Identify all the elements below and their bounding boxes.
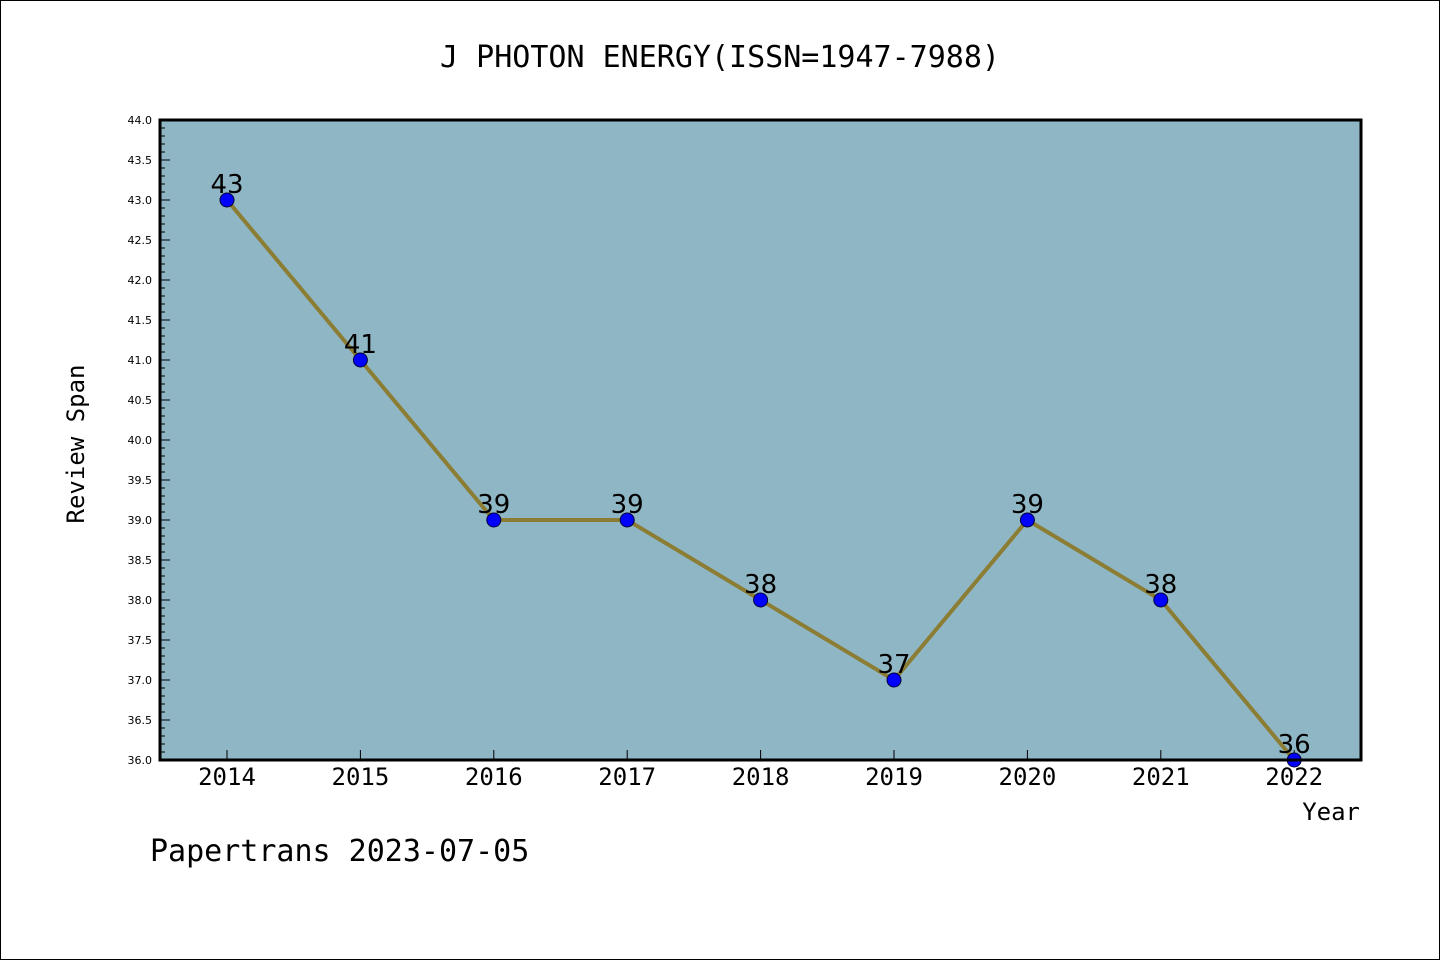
data-point	[619, 512, 635, 528]
y-tick-label: 42.5	[128, 234, 153, 247]
footer-text: Papertrans 2023-07-05	[150, 834, 530, 869]
data-label: 38	[744, 570, 777, 600]
y-tick-label: 43.0	[128, 194, 153, 207]
x-axis: 2014 2015 2016 2017 2018 2019 2020 2021 2022	[198, 750, 1323, 791]
x-tick-label: 2014	[198, 763, 256, 791]
y-tick-label: 36.0	[128, 754, 153, 767]
data-labels: 43 41 39 39 38 37 39 38 36	[210, 170, 1310, 760]
y-tick-label: 40.5	[128, 394, 153, 407]
y-tick-label: 38.5	[128, 554, 153, 567]
x-tick-label: 2018	[732, 763, 790, 791]
x-tick-label: 2017	[598, 763, 656, 791]
y-tick-label: 43.5	[128, 154, 153, 167]
data-point	[1153, 592, 1169, 608]
data-label: 36	[1278, 730, 1311, 760]
y-axis: 36.0 36.5 37.0 37.5 38.0 38.5 39.0 39.5 40.0 40.5…	[128, 114, 170, 767]
chart-title: J PHOTON ENERGY(ISSN=1947-7988)	[440, 40, 1000, 75]
data-point	[486, 512, 502, 528]
y-tick-label: 36.5	[128, 714, 153, 727]
data-label: 39	[477, 490, 510, 520]
y-tick-label: 38.0	[128, 594, 153, 607]
x-tick-label: 2021	[1132, 763, 1190, 791]
plot-area	[160, 120, 1361, 760]
data-label: 39	[1011, 490, 1044, 520]
data-label: 37	[877, 650, 910, 680]
y-tick-label: 39.0	[128, 514, 153, 527]
data-point	[1019, 512, 1035, 528]
x-axis-label: Year	[1302, 798, 1360, 826]
y-tick-label: 41.0	[128, 354, 153, 367]
y-tick-label: 42.0	[128, 274, 153, 287]
data-point	[886, 672, 902, 688]
x-tick-label: 2022	[1265, 763, 1323, 791]
y-tick-label: 40.0	[128, 434, 153, 447]
x-tick-label: 2020	[999, 763, 1057, 791]
data-label: 39	[611, 490, 644, 520]
x-tick-label: 2019	[865, 763, 923, 791]
y-tick-label: 37.5	[128, 634, 153, 647]
data-point	[219, 192, 235, 208]
y-tick-label: 44.0	[128, 114, 153, 127]
y-tick-label: 39.5	[128, 474, 153, 487]
data-label: 38	[1144, 570, 1177, 600]
plot-border	[158, 118, 1363, 762]
series-markers	[219, 192, 1302, 768]
y-tick-label: 41.5	[128, 314, 153, 327]
data-point	[753, 592, 769, 608]
data-point	[352, 352, 368, 368]
data-label: 43	[210, 170, 243, 200]
y-axis-label: Review Span	[62, 365, 90, 524]
x-tick-label: 2015	[332, 763, 390, 791]
x-tick-label: 2016	[465, 763, 523, 791]
y-tick-label: 37.0	[128, 674, 153, 687]
data-label: 41	[344, 330, 377, 360]
